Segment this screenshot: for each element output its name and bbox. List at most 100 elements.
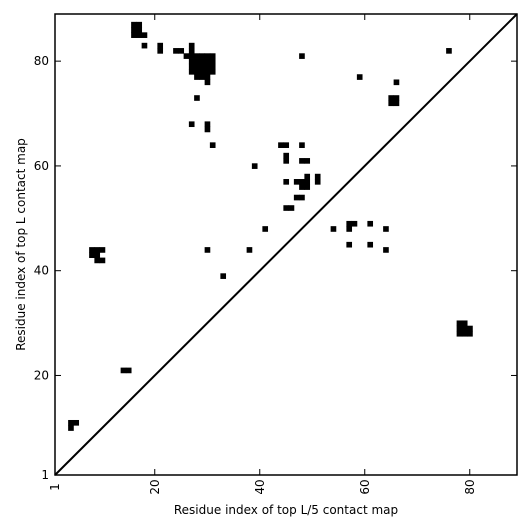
contact-cell <box>194 95 200 101</box>
contact-cell <box>293 194 300 201</box>
y-tick-label: 20 <box>34 368 49 382</box>
x-tick-label: 1 <box>48 483 62 491</box>
contact-cell <box>299 142 305 148</box>
x-tick-label: 20 <box>148 479 162 494</box>
contact-cell <box>136 27 143 33</box>
contact-cell <box>299 179 305 185</box>
contact-cell <box>283 205 290 211</box>
y-tick-label: 80 <box>34 54 49 68</box>
contact-cell <box>204 126 211 133</box>
contact-cell <box>209 53 216 59</box>
contact-cell <box>456 330 463 337</box>
contact-cell <box>367 220 374 227</box>
contact-cell <box>194 58 200 65</box>
contact-cell <box>209 63 216 70</box>
contact-cell <box>136 21 143 28</box>
x-tick-label: 80 <box>463 479 477 494</box>
contact-cell <box>194 53 200 59</box>
axis-ticks: 1 20 40 60 80 1 20 40 60 80 <box>34 14 517 495</box>
contact-cell <box>199 58 206 65</box>
contact-cell <box>356 74 363 80</box>
contact-cell <box>299 53 305 59</box>
contact-cell <box>346 226 353 232</box>
contact-cell <box>209 69 216 75</box>
contact-cell <box>446 48 452 54</box>
contact-cell <box>131 21 137 28</box>
contact-cell <box>204 63 211 70</box>
contact-cell <box>99 247 106 253</box>
contact-cell <box>461 325 468 332</box>
contact-cell <box>141 32 148 38</box>
contact-cell <box>461 330 468 337</box>
y-axis-title: Residue index of top L contact map <box>14 138 28 351</box>
contact-cell <box>188 63 195 70</box>
contact-cell <box>94 257 101 264</box>
contact-cell <box>461 320 468 327</box>
contact-cell <box>209 142 216 148</box>
contact-cell <box>194 63 200 70</box>
contact-cell <box>188 53 195 59</box>
contact-cell <box>467 330 473 337</box>
contact-cell <box>136 32 143 38</box>
x-axis-title: Residue index of top L/5 contact map <box>174 503 398 517</box>
y-tick-label: 40 <box>34 264 49 278</box>
diagonal-line <box>54 13 518 476</box>
contact-cell <box>251 163 258 169</box>
contact-cell <box>283 179 290 185</box>
contact-cell <box>293 179 300 185</box>
contact-cell <box>383 226 389 232</box>
contact-cell <box>199 63 206 70</box>
contact-cell <box>188 121 195 128</box>
contact-cell <box>278 142 284 148</box>
contact-cell <box>204 79 211 86</box>
x-tick-label: 40 <box>253 479 267 494</box>
contact-cell <box>467 325 473 332</box>
y-tick-label: 1 <box>41 468 49 482</box>
contact-cell <box>393 100 400 107</box>
contact-cell <box>125 367 132 374</box>
contact-cell <box>314 179 321 185</box>
contact-cell <box>393 79 400 86</box>
contact-cell <box>456 325 463 332</box>
contact-cell <box>73 419 80 426</box>
contact-cell <box>346 220 353 227</box>
contact-cell <box>188 69 195 75</box>
contact-cell <box>99 257 106 264</box>
contact-cell <box>288 205 295 211</box>
contact-cell <box>456 320 463 327</box>
contact-cell <box>194 74 200 80</box>
contact-cell <box>299 158 305 164</box>
contact-cell <box>304 173 311 180</box>
contact-cell <box>183 53 190 59</box>
contact-cell <box>393 95 400 101</box>
contact-cell <box>204 247 211 253</box>
plot-frame <box>54 13 518 476</box>
contact-cell <box>314 173 321 180</box>
contact-cell <box>209 58 216 65</box>
contact-cell <box>388 100 395 107</box>
contact-cell <box>199 53 206 59</box>
contact-cell <box>304 158 311 164</box>
contact-cell <box>304 179 311 185</box>
contact-cell <box>367 241 374 248</box>
contact-cell <box>89 247 95 253</box>
contact-cell <box>283 158 290 164</box>
contact-cell <box>204 121 211 128</box>
contact-cell <box>173 48 179 54</box>
contact-cell <box>304 184 311 190</box>
contact-cell <box>157 48 164 54</box>
contact-cell <box>330 226 337 232</box>
contact-cell <box>131 32 137 38</box>
y-tick-label: 60 <box>34 159 49 173</box>
contact-cell <box>120 367 127 374</box>
contact-cell <box>141 42 148 49</box>
contact-cell <box>89 252 95 258</box>
contact-cell <box>283 152 290 159</box>
contact-cell <box>383 247 389 253</box>
contact-cell <box>188 48 195 54</box>
contact-cell <box>299 184 305 190</box>
contact-cell <box>283 142 290 148</box>
contact-cell <box>204 69 211 75</box>
x-tick-label: 60 <box>358 479 372 494</box>
